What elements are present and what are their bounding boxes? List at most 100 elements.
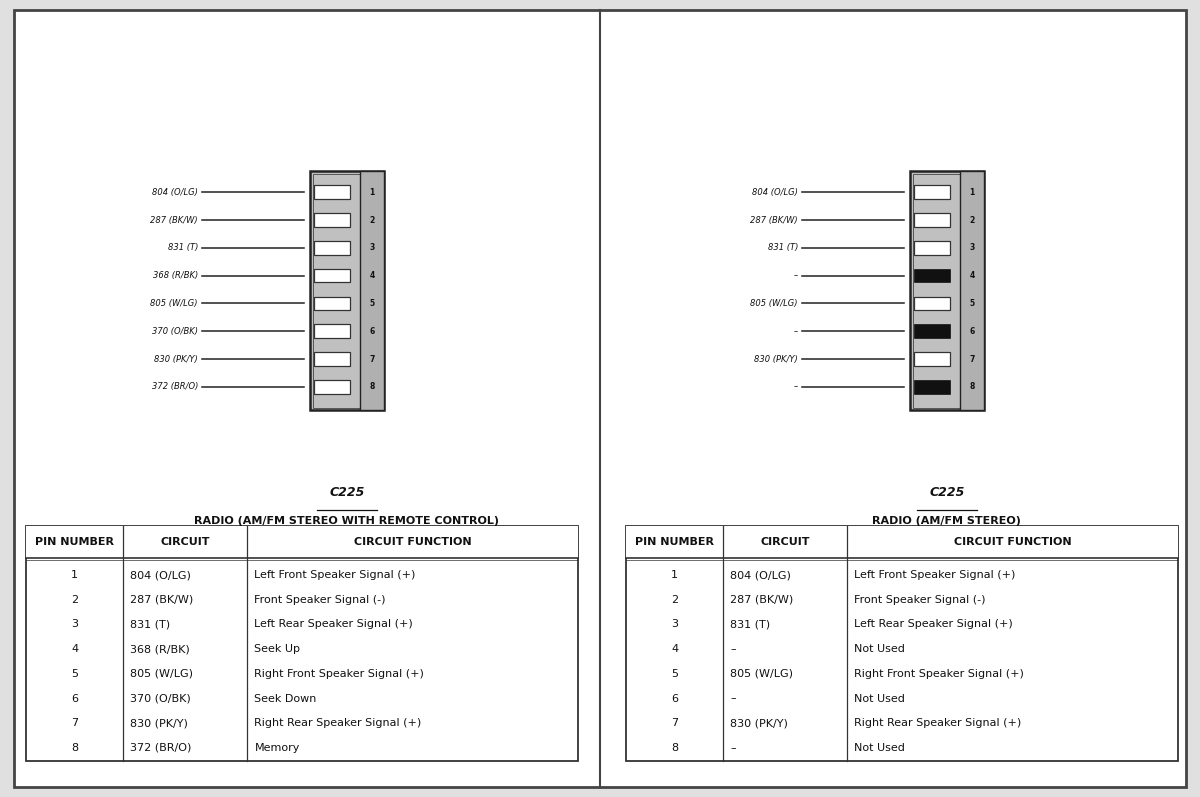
Text: Left Front Speaker Signal (+): Left Front Speaker Signal (+) xyxy=(254,570,415,580)
Text: 287 (BK/W): 287 (BK/W) xyxy=(150,215,198,225)
Text: RADIO (AM/FM STEREO): RADIO (AM/FM STEREO) xyxy=(872,516,1021,527)
Bar xyxy=(314,296,350,310)
Text: 805 (W/LG): 805 (W/LG) xyxy=(750,299,798,308)
Text: 831 (T): 831 (T) xyxy=(131,619,170,630)
Bar xyxy=(314,186,350,199)
Text: 4: 4 xyxy=(671,644,678,654)
Text: 805 (W/LG): 805 (W/LG) xyxy=(131,669,193,679)
Bar xyxy=(914,269,950,282)
Bar xyxy=(26,526,578,558)
Bar xyxy=(313,174,380,408)
Bar xyxy=(914,324,950,338)
Text: 2: 2 xyxy=(71,595,78,605)
Text: C225: C225 xyxy=(929,486,965,499)
Text: 831 (T): 831 (T) xyxy=(768,243,798,253)
Text: 368 (R/BK): 368 (R/BK) xyxy=(152,271,198,280)
Text: –: – xyxy=(730,743,736,753)
Bar xyxy=(914,352,950,366)
Bar xyxy=(314,380,350,394)
Text: 5: 5 xyxy=(970,299,974,308)
Text: 3: 3 xyxy=(71,619,78,630)
Text: CIRCUIT: CIRCUIT xyxy=(161,537,210,547)
Text: 287 (BK/W): 287 (BK/W) xyxy=(131,595,193,605)
Text: Right Front Speaker Signal (+): Right Front Speaker Signal (+) xyxy=(254,669,425,679)
Text: Front Speaker Signal (-): Front Speaker Signal (-) xyxy=(854,595,986,605)
Text: 804 (O/LG): 804 (O/LG) xyxy=(730,570,791,580)
Text: 805 (W/LG): 805 (W/LG) xyxy=(150,299,198,308)
Text: 3: 3 xyxy=(671,619,678,630)
Text: 7: 7 xyxy=(970,355,974,363)
Text: 4: 4 xyxy=(970,271,974,280)
Text: 2: 2 xyxy=(671,595,678,605)
Text: 5: 5 xyxy=(370,299,374,308)
Text: 7: 7 xyxy=(71,718,78,728)
Text: 7: 7 xyxy=(671,718,678,728)
Bar xyxy=(913,174,980,408)
Text: 1: 1 xyxy=(370,188,374,197)
Bar xyxy=(314,324,350,338)
Text: Front Speaker Signal (-): Front Speaker Signal (-) xyxy=(254,595,386,605)
Text: 830 (PK/Y): 830 (PK/Y) xyxy=(730,718,788,728)
Text: –: – xyxy=(793,383,798,391)
Text: 3: 3 xyxy=(370,243,374,253)
Text: 6: 6 xyxy=(370,327,374,336)
Text: C225: C225 xyxy=(329,486,365,499)
Text: 4: 4 xyxy=(370,271,374,280)
Text: Not Used: Not Used xyxy=(854,693,905,704)
Text: –: – xyxy=(793,271,798,280)
Bar xyxy=(960,171,984,410)
Bar xyxy=(914,214,950,227)
Text: 7: 7 xyxy=(370,355,374,363)
Text: Right Front Speaker Signal (+): Right Front Speaker Signal (+) xyxy=(854,669,1025,679)
Text: –: – xyxy=(730,693,736,704)
Text: 6: 6 xyxy=(71,693,78,704)
Bar xyxy=(26,526,578,761)
Text: Not Used: Not Used xyxy=(854,644,905,654)
Text: 804 (O/LG): 804 (O/LG) xyxy=(152,188,198,197)
Text: 5: 5 xyxy=(671,669,678,679)
Bar xyxy=(314,269,350,282)
Text: 804 (O/LG): 804 (O/LG) xyxy=(131,570,191,580)
Text: 368 (R/BK): 368 (R/BK) xyxy=(131,644,190,654)
Text: Not Used: Not Used xyxy=(854,743,905,753)
Text: Left Rear Speaker Signal (+): Left Rear Speaker Signal (+) xyxy=(254,619,413,630)
Bar xyxy=(360,171,384,410)
Text: Right Rear Speaker Signal (+): Right Rear Speaker Signal (+) xyxy=(854,718,1021,728)
Text: 287 (BK/W): 287 (BK/W) xyxy=(730,595,793,605)
Text: 370 (O/BK): 370 (O/BK) xyxy=(131,693,191,704)
Text: 830 (PK/Y): 830 (PK/Y) xyxy=(755,355,798,363)
Text: 831 (T): 831 (T) xyxy=(168,243,198,253)
Text: 6: 6 xyxy=(970,327,974,336)
Text: 6: 6 xyxy=(671,693,678,704)
Text: Seek Up: Seek Up xyxy=(254,644,300,654)
Text: PIN NUMBER: PIN NUMBER xyxy=(635,537,714,547)
Text: 1: 1 xyxy=(671,570,678,580)
Text: 2: 2 xyxy=(370,215,374,225)
Text: 830 (PK/Y): 830 (PK/Y) xyxy=(131,718,188,728)
Text: Right Rear Speaker Signal (+): Right Rear Speaker Signal (+) xyxy=(254,718,421,728)
Text: 8: 8 xyxy=(970,383,974,391)
Bar xyxy=(914,241,950,254)
Text: 2: 2 xyxy=(970,215,974,225)
Text: –: – xyxy=(730,644,736,654)
Text: 8: 8 xyxy=(71,743,78,753)
Text: 831 (T): 831 (T) xyxy=(730,619,770,630)
Text: 370 (O/BK): 370 (O/BK) xyxy=(152,327,198,336)
Text: CIRCUIT FUNCTION: CIRCUIT FUNCTION xyxy=(954,537,1072,547)
Text: PIN NUMBER: PIN NUMBER xyxy=(35,537,114,547)
Text: 8: 8 xyxy=(671,743,678,753)
Bar xyxy=(914,380,950,394)
Text: 805 (W/LG): 805 (W/LG) xyxy=(730,669,793,679)
Text: RADIO (AM/FM STEREO WITH REMOTE CONTROL): RADIO (AM/FM STEREO WITH REMOTE CONTROL) xyxy=(194,516,499,527)
Text: 3: 3 xyxy=(970,243,974,253)
Text: CIRCUIT: CIRCUIT xyxy=(761,537,810,547)
Bar xyxy=(914,186,950,199)
Text: –: – xyxy=(793,327,798,336)
Bar xyxy=(626,526,1178,761)
Bar xyxy=(314,241,350,254)
Text: 4: 4 xyxy=(71,644,78,654)
Text: 287 (BK/W): 287 (BK/W) xyxy=(750,215,798,225)
Text: 1: 1 xyxy=(970,188,974,197)
Bar xyxy=(310,171,384,410)
Bar xyxy=(914,296,950,310)
